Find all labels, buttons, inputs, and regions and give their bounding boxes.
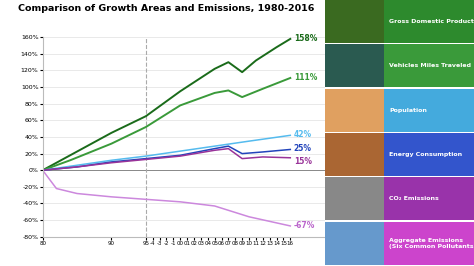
Text: 111%: 111% xyxy=(294,73,317,82)
Text: CO₂ Emissions: CO₂ Emissions xyxy=(389,196,438,201)
Text: 15%: 15% xyxy=(294,157,312,166)
Text: Aggregate Emissions
(Six Common Pollutants): Aggregate Emissions (Six Common Pollutan… xyxy=(389,238,474,248)
Text: 25%: 25% xyxy=(294,144,312,153)
Text: Population: Population xyxy=(389,108,427,113)
Text: Gross Domestic Product: Gross Domestic Product xyxy=(389,19,474,24)
Text: -67%: -67% xyxy=(294,221,315,230)
Text: 42%: 42% xyxy=(294,130,312,139)
Text: Vehicles Miles Traveled: Vehicles Miles Traveled xyxy=(389,63,471,68)
Text: Energy Consumption: Energy Consumption xyxy=(389,152,462,157)
Text: Comparison of Growth Areas and Emissions, 1980-2016: Comparison of Growth Areas and Emissions… xyxy=(18,4,314,13)
Text: 158%: 158% xyxy=(294,34,317,43)
